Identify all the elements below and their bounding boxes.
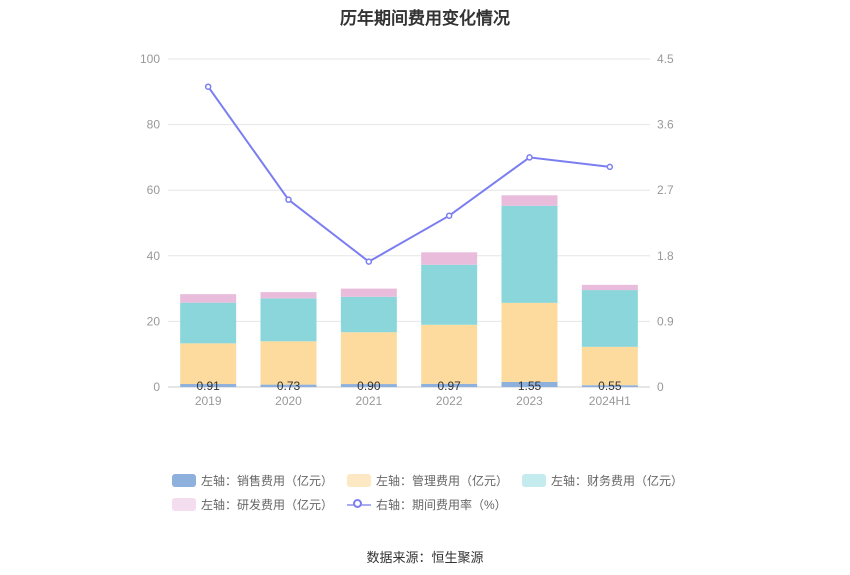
bar-series — [180, 195, 638, 387]
legend-swatch-rate — [347, 498, 372, 511]
data-label: 0.90 — [357, 379, 381, 393]
right-axis-tick-label: 1.8 — [657, 249, 674, 263]
x-axis-ticks: 2019 2020 2021 2022 2023 2024H1 — [195, 394, 631, 408]
grid-lines — [168, 58, 650, 388]
rate-line-series — [204, 83, 614, 265]
bar-sales — [501, 381, 558, 387]
rate-point — [526, 154, 533, 161]
left-axis-tick-label: 20 — [147, 314, 161, 328]
bar-finance — [180, 302, 237, 344]
legend-swatch-sales — [172, 473, 196, 487]
rate-line — [207, 86, 610, 263]
bar-sales — [421, 383, 478, 387]
bar-finance — [260, 298, 317, 342]
bar-mgmt — [260, 341, 317, 385]
bar-rd — [421, 252, 478, 265]
right-axis-ticks: 0 0.9 1.8 2.7 3.6 4.5 — [657, 52, 674, 394]
bar-sales — [340, 384, 397, 387]
left-axis-tick-label: 0 — [153, 380, 160, 394]
bar-finance — [340, 296, 397, 333]
data-label: 0.91 — [196, 379, 220, 393]
right-axis-tick-label: 0.9 — [657, 314, 674, 328]
x-axis-tick-label: 2020 — [275, 394, 302, 408]
data-source: 数据来源：恒生聚源 — [366, 550, 484, 565]
bar-mgmt — [180, 343, 237, 385]
legend-item-mgmt[interactable]: 左轴：管理费用（亿元） — [347, 472, 508, 488]
legend-swatch-finance — [522, 473, 547, 487]
rate-point — [204, 83, 212, 90]
data-label: 1.55 — [518, 379, 542, 393]
data-label: 0.73 — [277, 379, 301, 393]
bar-sales — [581, 385, 638, 387]
right-axis-tick-label: 4.5 — [657, 52, 674, 66]
rate-point — [365, 258, 373, 265]
legend-label-sales: 左轴：销售费用（亿元） — [201, 473, 334, 488]
bar-finance — [421, 264, 478, 325]
x-axis-tick-label: 2019 — [195, 394, 222, 408]
bar-rd — [581, 284, 638, 291]
right-axis-tick-label: 2.7 — [657, 183, 674, 197]
legend-item-finance[interactable]: 左轴：财务费用（亿元） — [522, 472, 683, 488]
bar-mgmt — [581, 346, 638, 386]
data-labels: 0.91 0.73 0.90 0.97 1.55 0.55 — [196, 379, 621, 393]
bar-mgmt — [421, 324, 478, 384]
rate-point — [606, 163, 614, 171]
right-axis-tick-label: 0 — [657, 380, 664, 394]
legend-label-rate: 右轴：期间费用率（%） — [376, 497, 507, 512]
legend-swatch-mgmt — [347, 473, 372, 487]
data-label: 0.55 — [598, 379, 622, 393]
x-axis-tick-label: 2021 — [355, 394, 382, 408]
bar-rd — [260, 292, 317, 299]
bar-sales — [260, 384, 317, 387]
legend: 左轴：销售费用（亿元） 左轴：管理费用（亿元） 左轴：财务费用（亿元） 左轴：研… — [172, 472, 692, 520]
legend-label-rd: 左轴：研发费用（亿元） — [201, 497, 334, 512]
chart-title: 历年期间费用变化情况 — [340, 9, 510, 28]
rate-point — [445, 212, 453, 219]
legend-item-rate[interactable]: 右轴：期间费用率（%） — [347, 496, 507, 512]
left-axis-tick-label: 40 — [147, 249, 161, 263]
data-label: 0.97 — [437, 379, 461, 393]
bar-finance — [501, 205, 558, 303]
bar-mgmt — [340, 332, 397, 385]
bar-rd — [501, 195, 558, 206]
legend-item-rd[interactable]: 左轴：研发费用（亿元） — [172, 496, 333, 512]
bar-mgmt — [501, 302, 558, 382]
right-axis-tick-label: 3.6 — [657, 118, 674, 132]
x-axis-tick-label: 2024H1 — [589, 394, 631, 408]
legend-swatch-rd — [172, 497, 196, 511]
bar-finance — [581, 290, 638, 347]
x-axis-tick-label: 2022 — [436, 394, 463, 408]
legend-label-finance: 左轴：财务费用（亿元） — [551, 473, 684, 488]
left-axis-tick-label: 60 — [147, 183, 161, 197]
bar-rd — [180, 294, 237, 303]
legend-label-mgmt: 左轴：管理费用（亿元） — [376, 473, 509, 488]
legend-item-sales[interactable]: 左轴：销售费用（亿元） — [172, 472, 333, 488]
bar-rd — [340, 288, 397, 297]
left-axis-tick-label: 100 — [140, 52, 160, 66]
rate-point — [285, 196, 292, 203]
x-axis-tick-label: 2023 — [516, 394, 543, 408]
left-axis-ticks: 0 20 40 60 80 100 — [140, 52, 160, 394]
bar-sales — [180, 384, 237, 387]
left-axis-tick-label: 80 — [147, 118, 161, 132]
